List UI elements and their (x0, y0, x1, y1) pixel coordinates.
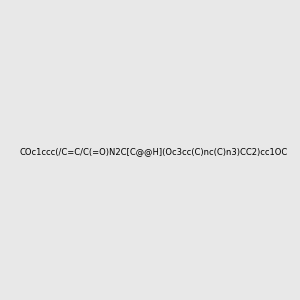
Text: COc1ccc(/C=C/C(=O)N2C[C@@H](Oc3cc(C)nc(C)n3)CC2)cc1OC: COc1ccc(/C=C/C(=O)N2C[C@@H](Oc3cc(C)nc(C… (20, 147, 288, 156)
